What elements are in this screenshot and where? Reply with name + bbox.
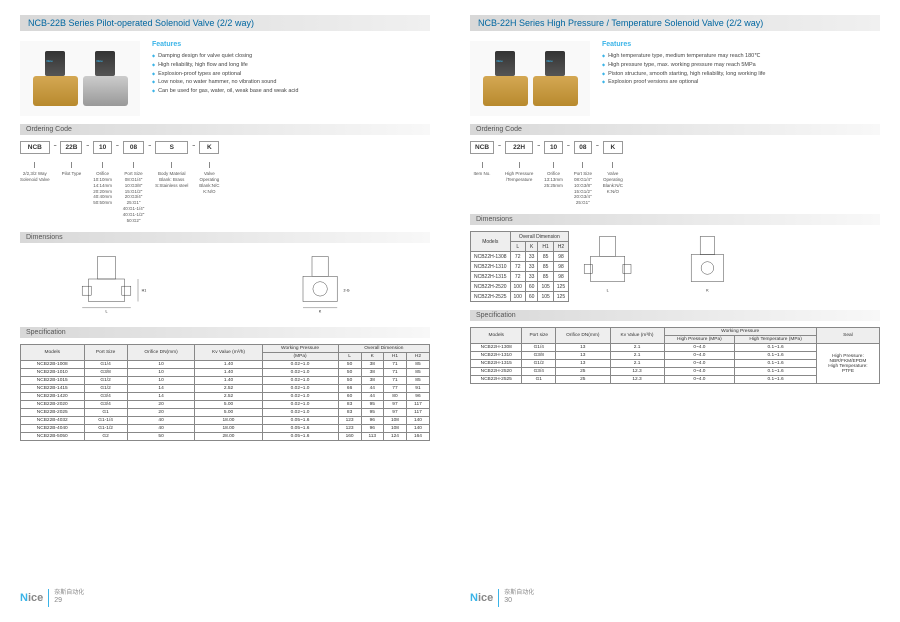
product-image-right: Nice Nice: [470, 41, 590, 116]
nice-logo: Nice: [20, 592, 43, 604]
features-left: Features Damping design for valve quiet …: [152, 41, 298, 116]
dimensions-heading-right: Dimensions: [470, 214, 880, 225]
features-heading: Features: [602, 41, 765, 48]
code-segment: 08Port Size 08:G1/4" 10:G3/8" 15:G1/2" 2…: [123, 141, 145, 224]
code-segment: 22BPilot Type: [60, 141, 82, 177]
spec-table-left: ModelsPort SizeOrifice DN(mm)Kv Value (m…: [20, 344, 430, 441]
page-right: NCB-22H Series High Pressure / Temperatu…: [450, 0, 900, 622]
table-row: NCB22B-1420G3/4142.520.02~1.060448096: [21, 392, 430, 400]
ordering-heading-left: Ordering Code: [20, 124, 430, 135]
hero-left: Nice Nice Features Damping design for va…: [20, 41, 430, 116]
table-row: NCB22H-130872338598: [471, 252, 569, 262]
dimensions-heading-left: Dimensions: [20, 232, 430, 243]
table-row: NCB22B-2025G1205.000.02~1.0839597117: [21, 408, 430, 416]
code-segment: NCBItem No.: [470, 141, 494, 177]
title-bar-left: NCB-22B Series Pilot-operated Solenoid V…: [20, 15, 430, 31]
svg-text:K: K: [319, 309, 322, 313]
table-row: NCB22B-1015G1/2101.400.02~1.050387185: [21, 376, 430, 384]
table-row: NCB22B-4032G1-1/44018.000.05~1.612396108…: [21, 416, 430, 424]
table-row: NCB22B-5050G25028.000.05~1.6160113124164: [21, 432, 430, 440]
code-segment: 08Port Size 08:G1/4" 10:G3/8" 15:G1/2" 2…: [574, 141, 592, 206]
table-row: NCB22B-1010G3/8101.400.02~1.050387185: [21, 368, 430, 376]
code-segment: KValve Operating Blank:N/C K:N/O: [603, 141, 623, 194]
table-row: NCB22B-1415G1/2142.520.02~1.066447791: [21, 384, 430, 392]
code-segment: 10Orifice 13:13mm 25:25mm: [544, 141, 563, 189]
table-row: NCB22H-252010060105125: [471, 282, 569, 292]
feature-item: Can be used for gas, water, oil, weak ba…: [152, 87, 298, 96]
feature-item: Damping design for valve quiet closing: [152, 52, 298, 61]
svg-text:H1: H1: [142, 289, 147, 293]
spec-heading-left: Specification: [20, 327, 430, 338]
feature-item: High reliability, high flow and long lif…: [152, 61, 298, 70]
table-row: NCB22B-1008G1/4101.400.02~1.050387185: [21, 360, 430, 368]
features-heading: Features: [152, 41, 298, 48]
spec-heading-right: Specification: [470, 310, 880, 321]
svg-text:2-G: 2-G: [344, 289, 350, 293]
svg-text:L: L: [106, 309, 108, 313]
feature-item: High pressure type, max. working pressur…: [602, 61, 765, 70]
svg-text:L: L: [607, 288, 609, 292]
feature-item: Explosion proof versions are optional: [602, 78, 765, 87]
table-row: NCB22B-2020G3/4205.000.02~1.0839597117: [21, 400, 430, 408]
svg-text:K: K: [706, 288, 709, 292]
footer-left: Nice 奈斯自动化29: [20, 589, 84, 607]
ordering-code-left: NCB2/2,3/2 Way Solenoid Valve–22BPilot T…: [20, 141, 430, 224]
features-right: Features High temperature type, medium t…: [602, 41, 765, 116]
code-segment: SBody Material Blank: Brass S:Stainless …: [155, 141, 188, 189]
nice-logo: Nice: [470, 592, 493, 604]
ordering-heading-right: Ordering Code: [470, 124, 880, 135]
code-segment: NCB2/2,3/2 Way Solenoid Valve: [20, 141, 50, 183]
dimension-drawings-left: L H1 K 2-G: [20, 249, 430, 319]
footer-right: Nice 奈斯自动化30: [470, 589, 534, 607]
spec-table-right: ModelsPort sizeOrifice DN(mm)Kv Value (m…: [470, 327, 880, 384]
dim-table-right: ModelsOverall DimensionLKH1H2NCB22H-1308…: [470, 231, 569, 302]
product-image-left: Nice Nice: [20, 41, 140, 116]
table-row: NCB22H-1308G1/4132.10~4.00.1~1.6High Pre…: [471, 344, 880, 352]
page-left: NCB-22B Series Pilot-operated Solenoid V…: [0, 0, 450, 622]
feature-item: Explosion-proof types are optional: [152, 70, 298, 79]
feature-item: High temperature type, medium temperatur…: [602, 52, 765, 61]
dimensions-area-right: ModelsOverall DimensionLKH1H2NCB22H-1308…: [470, 231, 880, 302]
ordering-code-right: NCBItem No.–22HHigh Pressure /Temperatur…: [470, 141, 880, 206]
title-bar-right: NCB-22H Series High Pressure / Temperatu…: [470, 15, 880, 31]
table-row: NCB22H-131072338598: [471, 262, 569, 272]
table-row: NCB22H-131572338598: [471, 272, 569, 282]
feature-item: Low noise, no water hammer, no vibration…: [152, 78, 298, 87]
code-segment: 22HHigh Pressure /Temperature: [505, 141, 534, 183]
table-row: NCB22B-4040G1-1/24018.000.05~1.612396108…: [21, 424, 430, 432]
code-segment: 10Orifice 10:10mm 14:14mm 20:20mm 40:40m…: [93, 141, 112, 206]
code-segment: KValve Operating Blank:N/C K:N/O: [199, 141, 219, 194]
table-row: NCB22H-252510060105125: [471, 292, 569, 302]
feature-item: Piston structure, smooth starting, high …: [602, 70, 765, 79]
hero-right: Nice Nice Features High temperature type…: [470, 41, 880, 116]
